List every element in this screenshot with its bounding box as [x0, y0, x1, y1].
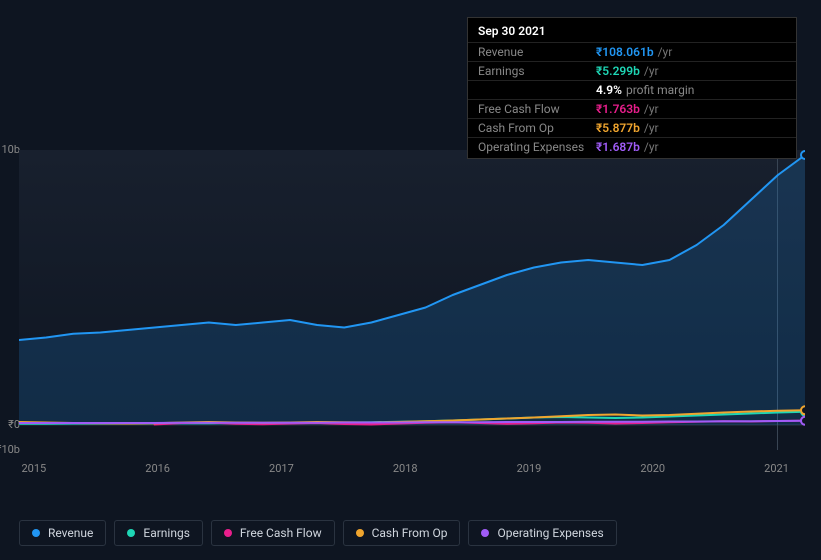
chart-legend: Revenue Earnings Free Cash Flow Cash From O… [19, 520, 617, 546]
tooltip-unit: /yr [644, 121, 659, 135]
tooltip-label: Operating Expenses [478, 140, 596, 154]
tooltip-value: 5.877b [602, 121, 640, 135]
legend-swatch [32, 529, 40, 537]
tooltip-row-margin: 4.9% profit margin [468, 80, 796, 99]
legend-swatch [127, 529, 135, 537]
chart-svg [19, 150, 805, 450]
y-tick-label: ₹0 [0, 418, 20, 431]
legend-label: Revenue [48, 526, 93, 540]
y-tick-label: ₹110b [0, 143, 20, 156]
tooltip-row-fcf: Free Cash Flow₹1.763b/yr [468, 99, 796, 118]
chart-tooltip: Sep 30 2021 Revenue₹108.061b/yrEarnings₹… [467, 17, 797, 159]
tooltip-row-opex: Operating Expenses₹1.687b/yr [468, 137, 796, 156]
legend-label: Operating Expenses [497, 526, 603, 540]
tooltip-value: 108.061b [602, 45, 653, 59]
tooltip-unit: /yr [644, 140, 659, 154]
legend-item-fcf[interactable]: Free Cash Flow [211, 520, 335, 546]
legend-swatch [224, 529, 232, 537]
tooltip-label: Revenue [478, 45, 596, 59]
tooltip-label: Cash From Op [478, 121, 596, 135]
tooltip-margin-value: 4.9% [596, 83, 622, 97]
legend-label: Earnings [143, 526, 190, 540]
legend-swatch [356, 529, 364, 537]
legend-label: Free Cash Flow [240, 526, 322, 540]
tooltip-date: Sep 30 2021 [468, 24, 796, 42]
tooltip-unit: /yr [644, 102, 659, 116]
tooltip-value: 1.763b [602, 102, 640, 116]
tooltip-value: 5.299b [602, 64, 640, 78]
tooltip-label: Earnings [478, 64, 596, 78]
tooltip-value: 1.687b [602, 140, 640, 154]
legend-label: Cash From Op [372, 526, 448, 540]
tooltip-row-earnings: Earnings₹5.299b/yr [468, 61, 796, 80]
tooltip-row-revenue: Revenue₹108.061b/yr [468, 42, 796, 61]
tooltip-label: Free Cash Flow [478, 102, 596, 116]
legend-swatch [481, 529, 489, 537]
legend-item-opex[interactable]: Operating Expenses [468, 520, 616, 546]
tooltip-unit: /yr [644, 64, 659, 78]
y-tick-label: -₹10b [0, 443, 20, 456]
legend-item-revenue[interactable]: Revenue [19, 520, 106, 546]
tooltip-margin-label: profit margin [626, 83, 694, 97]
tooltip-unit: /yr [658, 45, 673, 59]
tooltip-row-cfo: Cash From Op₹5.877b/yr [468, 118, 796, 137]
legend-item-earnings[interactable]: Earnings [114, 520, 203, 546]
chart-area[interactable]: ₹110b₹0-₹10b 201520162017201820192020202… [0, 150, 821, 510]
legend-item-cfo[interactable]: Cash From Op [343, 520, 461, 546]
